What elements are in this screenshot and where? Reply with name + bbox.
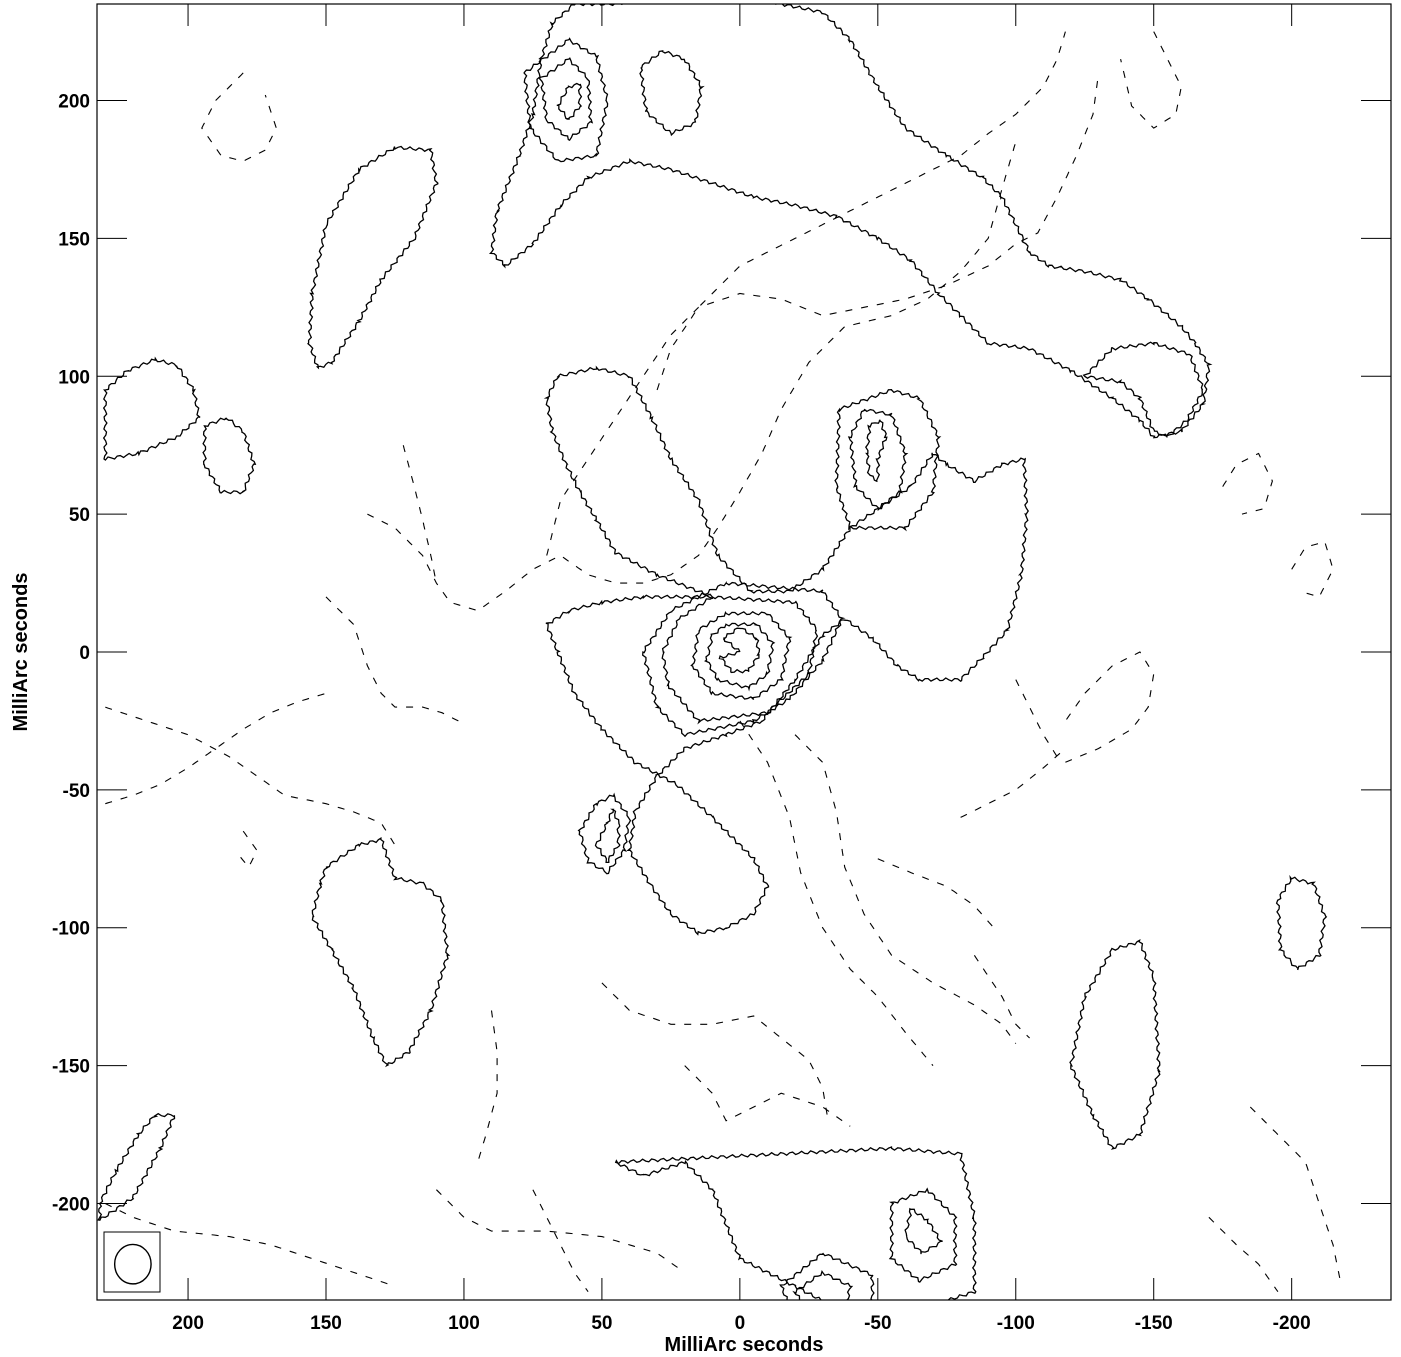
positive-contour	[704, 622, 776, 692]
positive-contour	[577, 792, 632, 875]
contour-layer	[97, 4, 1342, 1300]
x-axis-title: MilliArc seconds	[665, 1334, 824, 1356]
positive-contour	[792, 1269, 854, 1300]
positive-contour	[538, 57, 594, 142]
x-tick-label: -100	[997, 1313, 1035, 1334]
positive-contour	[834, 389, 942, 532]
negative-contour	[1291, 541, 1334, 598]
negative-contour	[436, 1189, 686, 1273]
negative-contour	[105, 692, 327, 805]
positive-contour	[311, 837, 451, 1068]
negative-contour	[234, 830, 258, 869]
x-tick-label: 150	[310, 1313, 342, 1334]
negative-contour	[325, 596, 459, 722]
positive-contour	[543, 365, 1029, 936]
beam-layer	[103, 1231, 161, 1293]
positive-contour	[594, 808, 621, 864]
positive-contour	[102, 356, 201, 461]
negative-contour	[973, 955, 1030, 1039]
negative-contour	[1222, 452, 1273, 515]
y-tick-label: 50	[69, 505, 90, 526]
negative-contour	[684, 1065, 851, 1127]
y-tick-label: -50	[63, 781, 90, 802]
positive-contour	[865, 419, 888, 483]
y-tick-label: 100	[58, 367, 90, 388]
beam-box	[103, 1231, 161, 1293]
x-tick-label: 0	[735, 1313, 746, 1334]
y-axis-title: MilliArc seconds	[10, 573, 32, 732]
y-tick-label: 0	[79, 643, 90, 664]
positive-contour	[202, 417, 257, 495]
positive-contour	[779, 1252, 875, 1300]
positive-contour	[1069, 938, 1161, 1150]
beam-ellipse	[113, 1243, 152, 1285]
negative-contour	[1015, 679, 1058, 758]
tick-label-layer: 200 150 100 50 0 -50 -100 -150 -200 200 150 100 50 0 -…	[52, 92, 1311, 1334]
positive-contour	[488, 4, 1213, 439]
y-tick-label: 150	[58, 229, 90, 250]
positive-contour	[642, 581, 846, 738]
negative-contour	[1208, 1216, 1279, 1293]
negative-contour	[877, 858, 995, 929]
y-tick-label: 200	[58, 92, 90, 113]
positive-contour	[718, 627, 761, 674]
y-tick-label: -200	[52, 1194, 90, 1215]
negative-contour	[546, 72, 1100, 556]
positive-contour	[661, 595, 819, 725]
x-tick-label: 100	[448, 1313, 480, 1334]
negative-contour	[739, 720, 934, 1066]
negative-contour	[1249, 1106, 1342, 1287]
negative-contour	[532, 1189, 589, 1293]
positive-contour	[97, 1112, 176, 1221]
negative-contour	[1120, 31, 1182, 129]
tick-layer	[97, 4, 1391, 1300]
positive-contour	[1082, 341, 1204, 438]
y-tick-label: -150	[52, 1057, 90, 1078]
positive-contour	[690, 611, 793, 700]
x-tick-label: -50	[864, 1313, 891, 1334]
negative-contour	[601, 982, 829, 1121]
x-tick-label: -200	[1273, 1313, 1311, 1334]
positive-contour	[556, 82, 583, 120]
negative-contour	[105, 706, 396, 846]
x-tick-label: 50	[591, 1313, 612, 1334]
negative-contour	[477, 1010, 498, 1163]
negative-contour	[656, 31, 1066, 391]
y-tick-label: -100	[52, 919, 90, 940]
positive-contour	[639, 50, 705, 137]
x-tick-label: 200	[172, 1313, 204, 1334]
negative-contour	[794, 734, 1017, 1044]
positive-contour	[307, 145, 439, 370]
negative-contour	[1064, 651, 1155, 763]
positive-contour	[523, 37, 609, 163]
negative-contour	[960, 748, 1066, 818]
positive-contour	[1275, 874, 1328, 971]
negative-contour	[201, 72, 277, 162]
positive-contour	[614, 1146, 977, 1300]
positive-contour	[888, 1187, 958, 1283]
positive-contour	[904, 1207, 943, 1255]
negative-contour	[367, 141, 1017, 612]
plot-frame	[96, 3, 1392, 1301]
negative-contour	[402, 445, 437, 584]
negative-contour	[105, 1203, 396, 1287]
x-tick-label: -150	[1135, 1313, 1173, 1334]
